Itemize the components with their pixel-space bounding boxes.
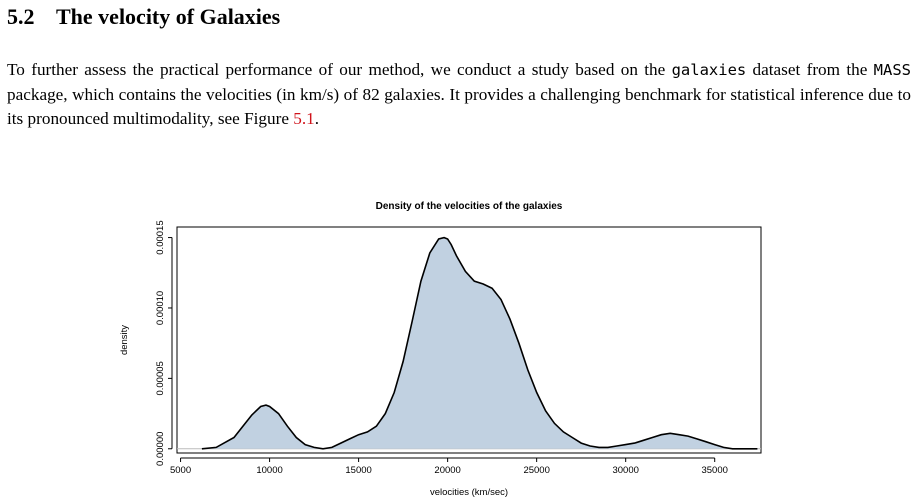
code-mass: MASS (873, 61, 911, 79)
x-tick-label: 35000 (701, 465, 727, 476)
density-line (201, 236, 758, 450)
y-axis: 0.00000 0.00005 0.00010 0.00015 (155, 220, 173, 466)
code-galaxies: galaxies (671, 61, 747, 79)
y-axis-label: density (119, 325, 130, 355)
chart-title: Density of the velocities of the galaxie… (376, 201, 563, 212)
section-heading: 5.2 The velocity of Galaxies (7, 4, 280, 30)
y-tick-label: 0.00010 (155, 291, 166, 325)
x-tick-label: 5000 (170, 465, 191, 476)
x-tick-label: 20000 (434, 465, 460, 476)
x-tick-label: 15000 (345, 465, 371, 476)
x-tick-label: 30000 (612, 465, 638, 476)
figure-reference-link[interactable]: 5.1 (293, 109, 315, 128)
paragraph-text-1: To further assess the practical performa… (7, 60, 672, 79)
density-area (201, 237, 758, 449)
x-axis-label: velocities (km/sec) (430, 487, 508, 498)
x-tick-label: 10000 (256, 465, 282, 476)
y-tick-label: 0.00015 (155, 220, 166, 254)
x-tick-label: 25000 (523, 465, 549, 476)
plot-frame (176, 226, 762, 454)
paragraph-text-2: dataset from the (746, 60, 874, 79)
section-number: 5.2 (7, 4, 35, 29)
paragraph-text-4: . (314, 109, 320, 128)
y-tick-label: 0.00005 (155, 361, 166, 395)
paragraph-text-3: package, which contains the velocities (… (7, 84, 911, 129)
x-axis: 5000 10000 15000 20000 25000 30000 35000 (170, 457, 728, 476)
body-paragraph: To further assess the practical performa… (7, 58, 911, 132)
y-tick-label: 0.00000 (155, 432, 166, 466)
section-title: The velocity of Galaxies (56, 4, 281, 29)
